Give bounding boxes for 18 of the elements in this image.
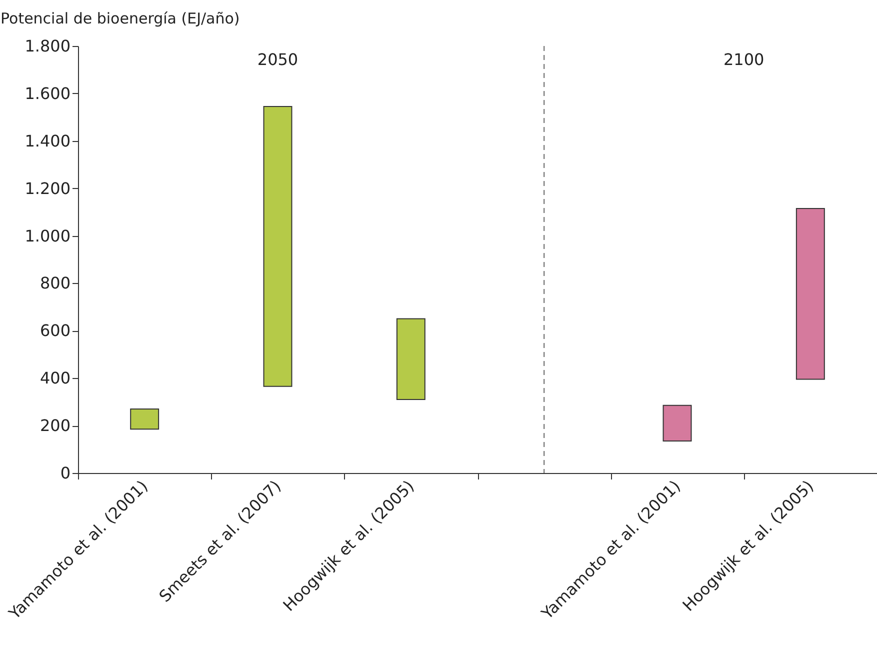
bar — [796, 208, 825, 380]
annotation: 2100 — [723, 50, 764, 69]
bar — [130, 408, 160, 430]
bar — [263, 106, 292, 387]
y-tick-label: 1.800 — [24, 36, 70, 56]
y-tick-label: 0 — [60, 464, 70, 482]
y-tick-label: 1.600 — [24, 84, 70, 103]
y-tick-label: 200 — [40, 416, 70, 436]
y-tick-label: 400 — [40, 368, 70, 388]
annotation: 2050 — [257, 50, 298, 69]
bar — [662, 404, 692, 442]
y-tick-label: 1.000 — [24, 226, 70, 246]
y-tick-label: 1.200 — [24, 178, 70, 198]
y-axis-title: Potencial de bioenergía (EJ/año) — [0, 10, 240, 28]
y-tick-label: 1.400 — [24, 131, 70, 150]
y-tick-label: 800 — [40, 274, 70, 293]
y-tick-label: 600 — [40, 321, 70, 340]
bar — [396, 318, 426, 400]
